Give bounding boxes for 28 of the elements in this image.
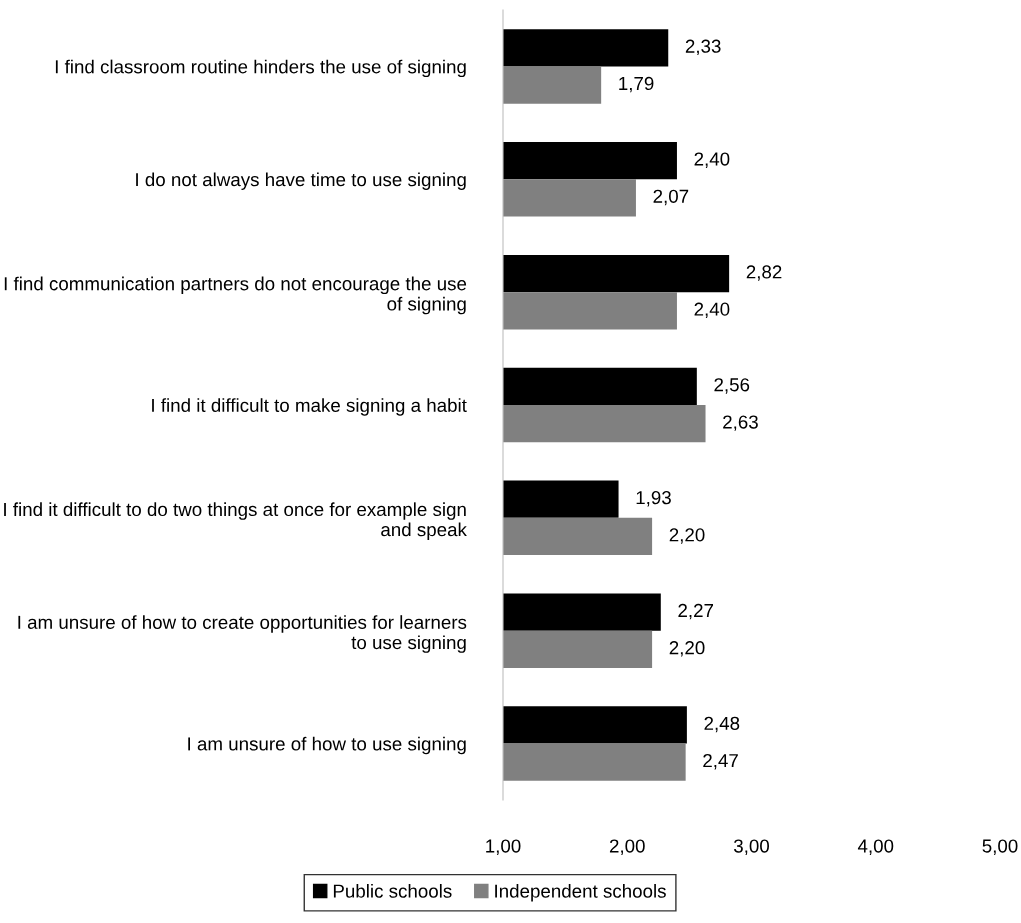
data-label: 2,82 — [746, 265, 782, 281]
x-tick-label: 3,00 — [733, 839, 770, 855]
data-label: 1,93 — [636, 490, 671, 507]
y-tick-label: I find communication partners do not encourage the use of signing — [4, 276, 467, 315]
data-label: 2,20 — [669, 528, 705, 544]
y-tick-label: I do not always have time to use signing — [136, 172, 466, 190]
y-tick-label: I find it difficult to make signing a habit — [152, 398, 467, 416]
data-label: 2,47 — [703, 753, 738, 770]
data-label: 2,63 — [723, 415, 758, 431]
y-tick-label: I find it difficult to do two things at once for example sign and speak — [4, 502, 467, 540]
data-label: 2,48 — [704, 716, 740, 733]
legend-label: Public schools — [333, 884, 452, 898]
y-tick-label: I am unsure of how to create opportunities for learners to use signing — [18, 615, 467, 653]
legend-label: Independent schools — [495, 884, 666, 902]
data-label: 2,56 — [714, 378, 750, 394]
y-tick-label: I find classroom routine hinders the use of signing — [55, 59, 466, 78]
x-tick-label: 5,00 — [982, 839, 1018, 855]
x-tick-label: 4,00 — [857, 839, 894, 855]
data-label: 1,79 — [619, 76, 654, 93]
data-label: 2,40 — [694, 302, 730, 319]
y-tick-label: I am unsure of how to use signing — [188, 736, 466, 755]
data-label: 2,27 — [678, 603, 714, 620]
x-tick-label: 2,00 — [609, 839, 645, 855]
data-label: 2,07 — [653, 189, 689, 206]
data-label: 2,33 — [685, 39, 721, 56]
data-label: 2,20 — [669, 641, 705, 657]
data-label: 2,40 — [694, 152, 730, 168]
x-tick-label: 1,00 — [486, 839, 521, 855]
